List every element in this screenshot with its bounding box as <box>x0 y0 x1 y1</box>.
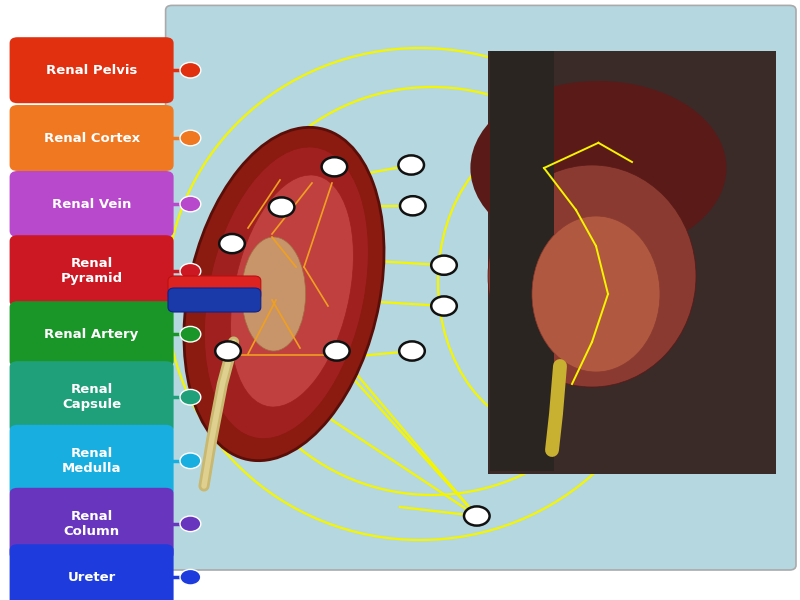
Circle shape <box>180 389 201 405</box>
Circle shape <box>180 130 201 146</box>
Ellipse shape <box>184 127 384 461</box>
Circle shape <box>431 296 457 316</box>
FancyBboxPatch shape <box>488 51 776 474</box>
FancyBboxPatch shape <box>10 235 174 307</box>
Circle shape <box>215 341 241 361</box>
Ellipse shape <box>532 216 660 372</box>
Circle shape <box>180 453 201 469</box>
Ellipse shape <box>242 237 306 351</box>
FancyBboxPatch shape <box>168 276 261 300</box>
Text: Renal Pelvis: Renal Pelvis <box>46 64 138 77</box>
Circle shape <box>180 326 201 342</box>
FancyBboxPatch shape <box>10 171 174 237</box>
Circle shape <box>180 516 201 532</box>
Ellipse shape <box>470 81 726 255</box>
FancyBboxPatch shape <box>166 5 796 570</box>
Text: Renal Cortex: Renal Cortex <box>43 131 140 145</box>
Circle shape <box>269 197 294 217</box>
Circle shape <box>322 157 347 176</box>
FancyBboxPatch shape <box>488 51 776 474</box>
Text: Renal Vein: Renal Vein <box>52 197 131 211</box>
Text: Renal Artery: Renal Artery <box>45 328 138 341</box>
Circle shape <box>180 196 201 212</box>
Circle shape <box>398 155 424 175</box>
FancyBboxPatch shape <box>10 301 174 367</box>
Text: Renal
Capsule: Renal Capsule <box>62 383 121 411</box>
Circle shape <box>180 62 201 78</box>
Circle shape <box>431 256 457 275</box>
Text: Renal
Medulla: Renal Medulla <box>62 447 122 475</box>
FancyBboxPatch shape <box>168 288 261 312</box>
Text: Ureter: Ureter <box>67 571 116 584</box>
Circle shape <box>464 506 490 526</box>
Circle shape <box>180 569 201 585</box>
FancyBboxPatch shape <box>490 51 554 471</box>
Ellipse shape <box>230 175 354 407</box>
FancyBboxPatch shape <box>10 425 174 497</box>
FancyBboxPatch shape <box>10 105 174 171</box>
Text: Renal
Pyramid: Renal Pyramid <box>61 257 122 285</box>
Circle shape <box>180 263 201 279</box>
Circle shape <box>219 234 245 253</box>
Circle shape <box>400 196 426 215</box>
Ellipse shape <box>488 165 696 387</box>
FancyBboxPatch shape <box>10 37 174 103</box>
Circle shape <box>324 341 350 361</box>
Circle shape <box>399 341 425 361</box>
Ellipse shape <box>205 147 368 439</box>
FancyBboxPatch shape <box>10 361 174 433</box>
FancyBboxPatch shape <box>10 488 174 560</box>
FancyBboxPatch shape <box>10 544 174 600</box>
Text: Renal
Column: Renal Column <box>63 510 120 538</box>
